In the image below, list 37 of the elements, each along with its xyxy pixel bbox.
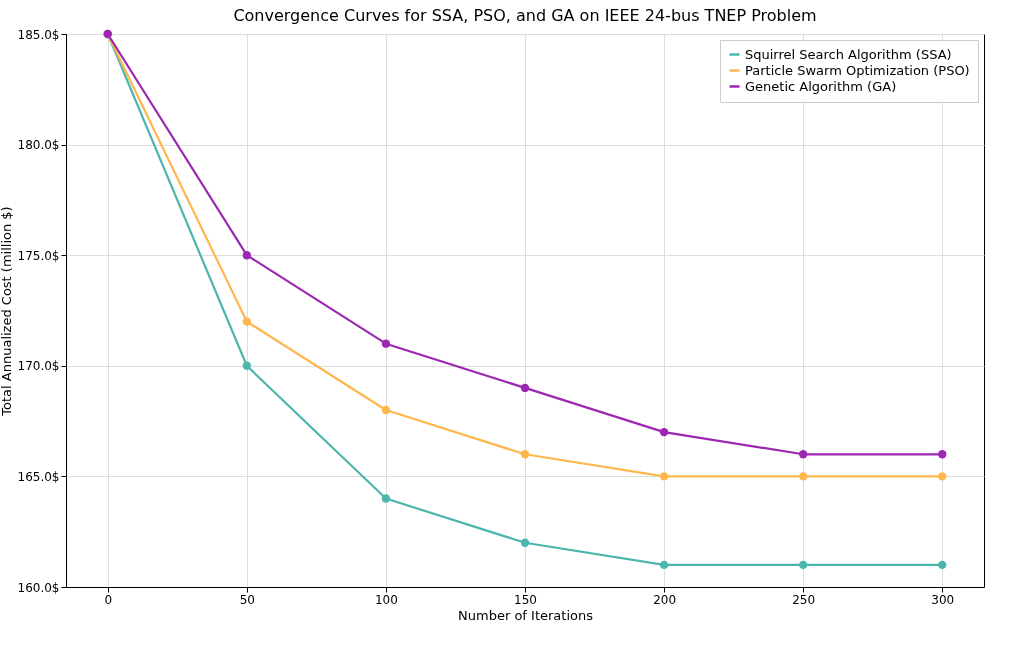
point	[938, 560, 947, 570]
legend-label: Particle Swarm Optimization (PSO)	[745, 62, 970, 78]
y-axis-title: Total Annualized Cost (million $)	[0, 206, 14, 417]
point	[381, 405, 391, 415]
x-tick-label: 50	[239, 592, 255, 607]
point	[242, 251, 251, 260]
point	[242, 361, 251, 370]
legend-label: Genetic Algorithm (GA)	[745, 78, 897, 94]
point	[659, 560, 669, 570]
x-tick-label: 0	[104, 592, 113, 607]
point	[242, 317, 251, 326]
point	[659, 472, 669, 481]
x-tick-label: 300	[931, 592, 955, 607]
point	[381, 339, 391, 348]
chart-title: Convergence Curves for SSA, PSO, and GA on IEEE 24-bus TNEP Problem	[233, 6, 817, 25]
point	[520, 383, 530, 393]
point	[520, 450, 530, 459]
x-axis-title: Number of Iterations	[458, 607, 594, 623]
y-tick-label: 170.0$	[17, 359, 60, 374]
x-tick-label: 250	[792, 592, 816, 607]
point	[799, 450, 808, 459]
y-tick-label: 185.0$	[17, 27, 60, 42]
point	[799, 560, 808, 570]
point	[938, 450, 947, 459]
point	[381, 494, 391, 503]
point	[659, 427, 669, 437]
y-tick-label: 175.0$	[17, 248, 60, 263]
legend-label: Squirrel Search Algorithm (SSA)	[745, 46, 952, 62]
x-tick-label: 150	[514, 592, 537, 607]
point	[520, 538, 530, 547]
y-tick-label: 180.0$	[17, 138, 60, 153]
point	[799, 472, 808, 481]
x-tick-label: 100	[374, 592, 398, 607]
y-tick-label: 160.0$	[17, 580, 60, 595]
y-tick-label: 165.0$	[17, 469, 60, 484]
point	[938, 472, 947, 481]
x-tick-label: 200	[653, 592, 677, 607]
